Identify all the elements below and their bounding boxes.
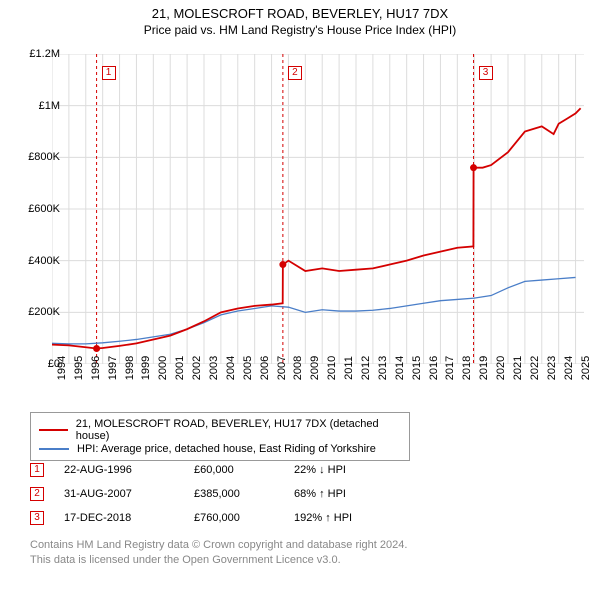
legend: 21, MOLESCROFT ROAD, BEVERLEY, HU17 7DX …: [30, 412, 410, 461]
x-axis-label: 1998: [124, 356, 136, 380]
x-axis-label: 2016: [428, 356, 440, 380]
x-axis-label: 2022: [529, 356, 541, 380]
x-axis-label: 2000: [157, 356, 169, 380]
y-axis-label: £800K: [12, 151, 60, 163]
title-address: 21, MOLESCROFT ROAD, BEVERLEY, HU17 7DX: [0, 6, 600, 21]
sale-price: £60,000: [194, 464, 294, 476]
sale-pct: 68% ↑ HPI: [294, 488, 404, 500]
x-axis-label: 2021: [512, 356, 524, 380]
x-axis-label: 2008: [292, 356, 304, 380]
x-axis-label: 1995: [73, 356, 85, 380]
x-axis-label: 2013: [377, 356, 389, 380]
sale-marker-box: 2: [30, 487, 44, 501]
x-axis-label: 2025: [580, 356, 592, 380]
sale-date: 17-DEC-2018: [64, 512, 194, 524]
y-axis-label: £200K: [12, 306, 60, 318]
sales-table: 1 22-AUG-1996 £60,000 22% ↓ HPI 2 31-AUG…: [30, 458, 404, 530]
x-axis-label: 2011: [343, 356, 355, 380]
legend-item: HPI: Average price, detached house, East…: [39, 443, 401, 455]
x-axis-label: 2004: [225, 356, 237, 380]
footer-line: This data is licensed under the Open Gov…: [30, 553, 407, 568]
sale-marker-box: 1: [30, 463, 44, 477]
chart-sale-marker: 3: [479, 66, 493, 80]
sale-date: 22-AUG-1996: [64, 464, 194, 476]
x-axis-label: 2018: [461, 356, 473, 380]
y-axis-label: £600K: [12, 203, 60, 215]
x-axis-label: 2007: [276, 356, 288, 380]
sale-marker-box: 3: [30, 511, 44, 525]
x-axis-label: 2009: [309, 356, 321, 380]
title-subtitle: Price paid vs. HM Land Registry's House …: [0, 23, 600, 37]
x-axis-label: 2012: [360, 356, 372, 380]
x-axis-label: 2006: [259, 356, 271, 380]
x-axis-label: 2010: [326, 356, 338, 380]
legend-item: 21, MOLESCROFT ROAD, BEVERLEY, HU17 7DX …: [39, 418, 401, 442]
y-axis-label: £1.2M: [12, 48, 60, 60]
x-axis-label: 1994: [56, 356, 68, 380]
price-chart: [52, 54, 584, 364]
y-axis-label: £0: [12, 358, 60, 370]
legend-label: 21, MOLESCROFT ROAD, BEVERLEY, HU17 7DX …: [76, 418, 401, 442]
x-axis-label: 1999: [140, 356, 152, 380]
x-axis-label: 2015: [411, 356, 423, 380]
x-axis-label: 2001: [174, 356, 186, 380]
x-axis-label: 2003: [208, 356, 220, 380]
footer-line: Contains HM Land Registry data © Crown c…: [30, 538, 407, 553]
x-axis-label: 2017: [444, 356, 456, 380]
x-axis-label: 2019: [478, 356, 490, 380]
sale-price: £760,000: [194, 512, 294, 524]
sale-pct: 192% ↑ HPI: [294, 512, 404, 524]
y-axis-label: £1M: [12, 100, 60, 112]
x-axis-label: 1996: [90, 356, 102, 380]
x-axis-label: 2020: [495, 356, 507, 380]
sale-price: £385,000: [194, 488, 294, 500]
footer: Contains HM Land Registry data © Crown c…: [30, 538, 407, 568]
x-axis-label: 2005: [242, 356, 254, 380]
y-axis-label: £400K: [12, 255, 60, 267]
x-axis-label: 2023: [546, 356, 558, 380]
sale-date: 31-AUG-2007: [64, 488, 194, 500]
legend-swatch: [39, 429, 68, 431]
x-axis-label: 1997: [107, 356, 119, 380]
table-row: 2 31-AUG-2007 £385,000 68% ↑ HPI: [30, 482, 404, 506]
table-row: 1 22-AUG-1996 £60,000 22% ↓ HPI: [30, 458, 404, 482]
legend-label: HPI: Average price, detached house, East…: [77, 443, 376, 455]
table-row: 3 17-DEC-2018 £760,000 192% ↑ HPI: [30, 506, 404, 530]
sale-pct: 22% ↓ HPI: [294, 464, 404, 476]
legend-swatch: [39, 448, 69, 450]
chart-sale-marker: 1: [102, 66, 116, 80]
x-axis-label: 2002: [191, 356, 203, 380]
chart-svg: [52, 54, 584, 364]
chart-sale-marker: 2: [288, 66, 302, 80]
x-axis-label: 2014: [394, 356, 406, 380]
x-axis-label: 2024: [563, 356, 575, 380]
